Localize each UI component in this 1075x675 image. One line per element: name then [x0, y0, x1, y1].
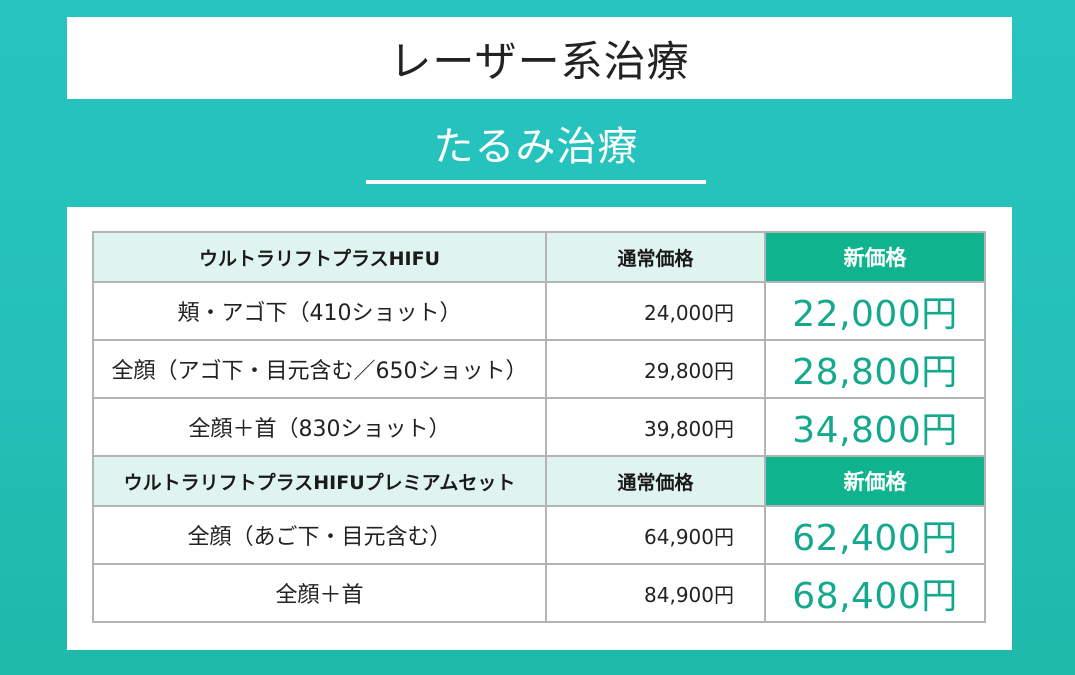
treatment-name: 全顔＋首（830ショット） — [92, 397, 547, 457]
table-row: 全顔＋首（830ショット） 39,800円 34,800円 — [92, 397, 986, 457]
regular-price-header: 通常価格 — [545, 455, 766, 507]
regular-price: 64,900円 — [545, 505, 766, 565]
price-panel: ウルトラリフトプラスHIFU 通常価格 新価格 頬・アゴ下（410ショット） 2… — [67, 207, 1012, 650]
treatment-name: 全顔（あご下・目元含む） — [92, 505, 547, 565]
treatment-name: 頬・アゴ下（410ショット） — [92, 281, 547, 341]
price-table: ウルトラリフトプラスHIFU 通常価格 新価格 頬・アゴ下（410ショット） 2… — [92, 231, 986, 623]
page-title: レーザー系治療 — [389, 36, 690, 86]
treatment-name: 全顔＋首 — [92, 563, 547, 623]
section-heading: たるみ治療 — [366, 122, 706, 184]
section-title: たるみ治療 — [433, 124, 639, 170]
table-row: 頬・アゴ下（410ショット） 24,000円 22,000円 — [92, 281, 986, 341]
page-title-banner: レーザー系治療 — [67, 17, 1012, 99]
new-price: 28,800円 — [764, 339, 986, 399]
regular-price: 24,000円 — [545, 281, 766, 341]
treatment-name: 全顔（アゴ下・目元含む／650ショット） — [92, 339, 547, 399]
new-price: 22,000円 — [764, 281, 986, 341]
regular-price-header: 通常価格 — [545, 231, 766, 283]
table-row: 全顔（アゴ下・目元含む／650ショット） 29,800円 28,800円 — [92, 339, 986, 399]
regular-price: 39,800円 — [545, 397, 766, 457]
new-price-header: 新価格 — [764, 455, 986, 507]
table-header-row: ウルトラリフトプラスHIFUプレミアムセット 通常価格 新価格 — [92, 455, 986, 507]
table-row: 全顔（あご下・目元含む） 64,900円 62,400円 — [92, 505, 986, 565]
new-price: 62,400円 — [764, 505, 986, 565]
new-price: 68,400円 — [764, 563, 986, 623]
treatment-header: ウルトラリフトプラスHIFU — [92, 231, 547, 283]
new-price: 34,800円 — [764, 397, 986, 457]
regular-price: 84,900円 — [545, 563, 766, 623]
table-row: 全顔＋首 84,900円 68,400円 — [92, 563, 986, 623]
table-header-row: ウルトラリフトプラスHIFU 通常価格 新価格 — [92, 231, 986, 283]
regular-price: 29,800円 — [545, 339, 766, 399]
new-price-header: 新価格 — [764, 231, 986, 283]
treatment-header: ウルトラリフトプラスHIFUプレミアムセット — [92, 455, 547, 507]
